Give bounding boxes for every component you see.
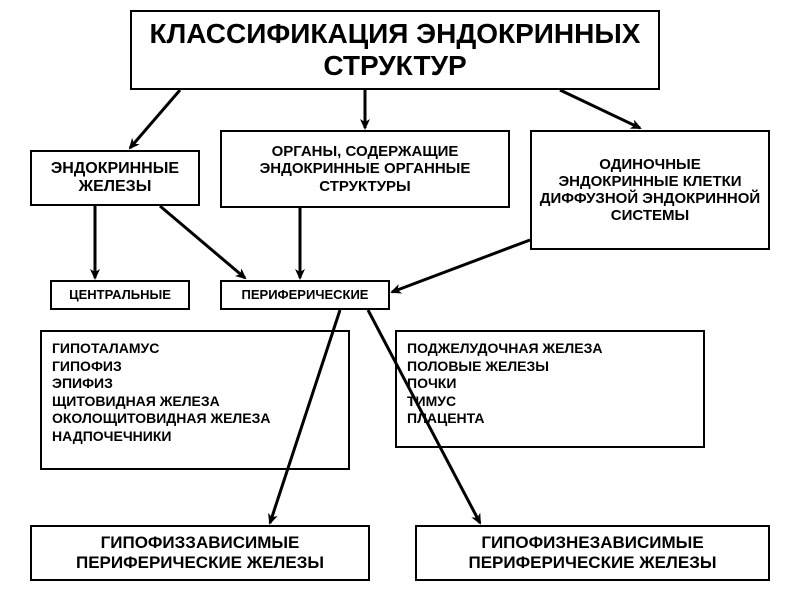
title-box: КЛАССИФИКАЦИЯ ЭНДОКРИННЫХ СТРУКТУР — [130, 10, 660, 90]
dependent-box: ГИПОФИЗЗАВИСИМЫЕ ПЕРИФЕРИЧЕСКИЕ ЖЕЛЕЗЫ — [30, 525, 370, 581]
list1-item: НАДПОЧЕЧНИКИ — [52, 428, 338, 446]
list1-item: ГИПОТАЛАМУС — [52, 340, 338, 358]
title-text: КЛАССИФИКАЦИЯ ЭНДОКРИННЫХ СТРУКТУР — [138, 18, 652, 82]
list1-item: ЩИТОВИДНАЯ ЖЕЛЕЗА — [52, 393, 338, 411]
organs-box: ОРГАНЫ, СОДЕРЖАЩИЕ ЭНДОКРИННЫЕ ОРГАННЫЕ … — [220, 130, 510, 208]
list2-box: ПОДЖЕЛУДОЧНАЯ ЖЕЛЕЗА ПОЛОВЫЕ ЖЕЛЕЗЫ ПОЧК… — [395, 330, 705, 448]
peripheral-box: ПЕРИФЕРИЧЕСКИЕ — [220, 280, 390, 310]
arrow — [392, 240, 530, 292]
single-text: ОДИНОЧНЫЕ ЭНДОКРИННЫЕ КЛЕТКИ ДИФФУЗНОЙ Э… — [538, 156, 762, 225]
dependent-text: ГИПОФИЗЗАВИСИМЫЕ ПЕРИФЕРИЧЕСКИЕ ЖЕЛЕЗЫ — [38, 533, 362, 572]
glands-box: ЭНДОКРИННЫЕ ЖЕЛЕЗЫ — [30, 150, 200, 206]
arrow — [560, 90, 640, 128]
list2-item: ПОДЖЕЛУДОЧНАЯ ЖЕЛЕЗА — [407, 340, 693, 358]
single-box: ОДИНОЧНЫЕ ЭНДОКРИННЫЕ КЛЕТКИ ДИФФУЗНОЙ Э… — [530, 130, 770, 250]
glands-text: ЭНДОКРИННЫЕ ЖЕЛЕЗЫ — [38, 160, 192, 197]
list1-item: ОКОЛОЩИТОВИДНАЯ ЖЕЛЕЗА — [52, 410, 338, 428]
list2-item: ПОЧКИ — [407, 375, 693, 393]
independent-box: ГИПОФИЗНЕЗАВИСИМЫЕ ПЕРИФЕРИЧЕСКИЕ ЖЕЛЕЗЫ — [415, 525, 770, 581]
list2-item: ПЛАЦЕНТА — [407, 410, 693, 428]
central-box: ЦЕНТРАЛЬНЫЕ — [50, 280, 190, 310]
arrow — [130, 90, 180, 148]
list1-box: ГИПОТАЛАМУС ГИПОФИЗ ЭПИФИЗ ЩИТОВИДНАЯ ЖЕ… — [40, 330, 350, 470]
central-text: ЦЕНТРАЛЬНЫЕ — [69, 288, 171, 303]
peripheral-text: ПЕРИФЕРИЧЕСКИЕ — [242, 288, 369, 303]
organs-text: ОРГАНЫ, СОДЕРЖАЩИЕ ЭНДОКРИННЫЕ ОРГАННЫЕ … — [228, 143, 502, 195]
list2-item: ТИМУС — [407, 393, 693, 411]
arrow — [160, 206, 245, 278]
list1-item: ГИПОФИЗ — [52, 358, 338, 376]
independent-text: ГИПОФИЗНЕЗАВИСИМЫЕ ПЕРИФЕРИЧЕСКИЕ ЖЕЛЕЗЫ — [423, 533, 762, 572]
list1-item: ЭПИФИЗ — [52, 375, 338, 393]
list2-item: ПОЛОВЫЕ ЖЕЛЕЗЫ — [407, 358, 693, 376]
